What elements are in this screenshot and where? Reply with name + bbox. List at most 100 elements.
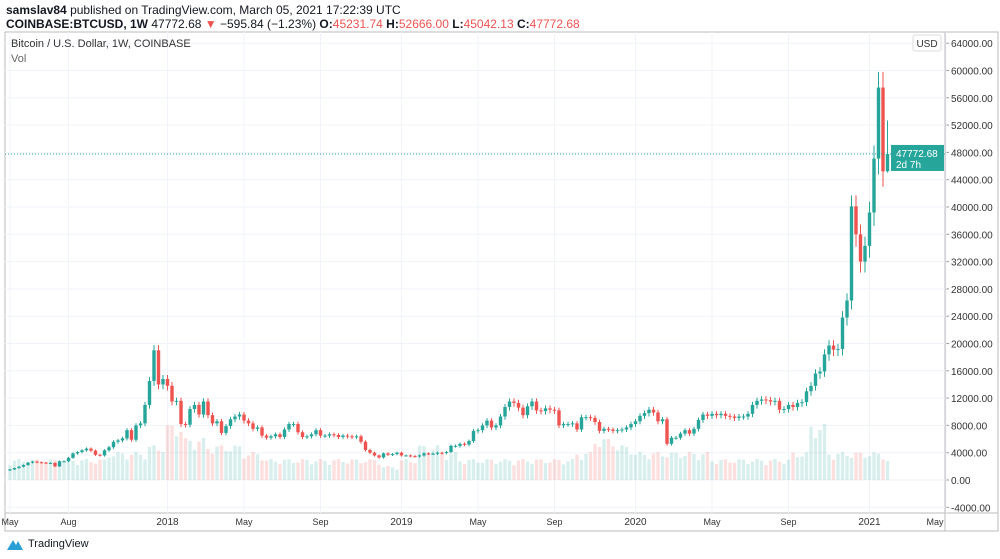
volume-bar xyxy=(377,464,381,480)
candle xyxy=(561,421,566,429)
candle-body xyxy=(75,452,80,454)
y-tick-label: 52000.00 xyxy=(951,121,993,132)
candle-body xyxy=(633,421,638,425)
candle-body xyxy=(809,385,813,392)
candle-body xyxy=(476,430,480,432)
candle xyxy=(152,345,156,386)
candle xyxy=(881,71,885,187)
candle-body xyxy=(615,430,620,432)
candle xyxy=(642,410,647,420)
candle-body xyxy=(404,455,408,457)
y-tick-label: 64000.00 xyxy=(951,39,993,50)
candle-body xyxy=(390,454,395,456)
candle xyxy=(179,397,183,427)
x-tick-label: Aug xyxy=(60,517,76,527)
volume-bar xyxy=(494,463,498,480)
candle xyxy=(71,452,75,459)
volume-bar xyxy=(368,459,372,480)
volume-bar xyxy=(489,459,494,480)
candle xyxy=(494,423,498,431)
volume-bar xyxy=(287,459,291,480)
volume-bar xyxy=(30,459,35,480)
candle-body xyxy=(831,345,836,350)
candle-body xyxy=(467,441,471,445)
volume-bar xyxy=(251,452,255,480)
candle xyxy=(521,404,525,419)
candle-body xyxy=(296,424,300,433)
candle xyxy=(741,413,746,420)
candle-body xyxy=(206,401,210,416)
candle xyxy=(53,462,57,468)
volume-bar xyxy=(170,425,174,480)
volume-bar xyxy=(318,459,323,480)
candle xyxy=(620,427,624,433)
candle xyxy=(75,450,80,455)
volume-bar xyxy=(804,452,809,480)
candle-body xyxy=(381,453,386,458)
candle xyxy=(593,415,597,425)
candle xyxy=(732,413,737,421)
candle-body xyxy=(435,452,440,454)
volume-bar xyxy=(818,430,822,480)
candle-body xyxy=(147,381,152,405)
volume-bar xyxy=(453,452,458,480)
y-tick-label: 44000.00 xyxy=(951,176,993,187)
volume-bar xyxy=(183,438,188,480)
candle xyxy=(417,454,422,458)
candle-body xyxy=(543,408,548,412)
candle-body xyxy=(161,378,165,385)
candle-body xyxy=(21,464,26,467)
volume-bar xyxy=(620,445,624,480)
volume-bar xyxy=(53,459,57,480)
volume-bar xyxy=(539,459,543,480)
volume-bar xyxy=(570,459,575,480)
volume-bar xyxy=(755,459,759,480)
volume-bar xyxy=(548,462,552,480)
candle xyxy=(143,401,147,427)
volume-bar xyxy=(35,459,39,480)
candle xyxy=(183,421,188,428)
candle xyxy=(413,455,417,458)
candle xyxy=(723,411,728,420)
volume-bar xyxy=(584,453,588,480)
candle-body xyxy=(485,420,489,426)
candle-body xyxy=(665,419,669,444)
volume-bar xyxy=(629,454,633,480)
candle xyxy=(336,433,341,440)
candle-body xyxy=(102,450,107,456)
candle xyxy=(89,447,93,453)
y-tick-label: 36000.00 xyxy=(951,230,993,241)
x-tick-label: 2020 xyxy=(624,517,647,528)
candle xyxy=(624,425,629,433)
candle-body xyxy=(431,453,435,455)
volume-bar xyxy=(462,464,467,480)
candle-body xyxy=(863,245,867,262)
candle xyxy=(858,224,863,273)
candle-body xyxy=(12,468,17,470)
volume-bar xyxy=(503,459,507,480)
candle xyxy=(674,435,678,440)
candle-body xyxy=(516,402,521,408)
volume-bar xyxy=(485,459,489,480)
volume-bar xyxy=(399,460,404,480)
candle xyxy=(809,382,813,396)
candle-body xyxy=(107,447,111,451)
candle-body xyxy=(840,317,845,349)
candle-body xyxy=(800,402,804,404)
volume-bar xyxy=(273,461,278,480)
candle-body xyxy=(8,469,12,471)
candle-body xyxy=(620,429,624,431)
candle-body xyxy=(291,424,296,426)
candle xyxy=(863,236,867,273)
candle-body xyxy=(638,415,642,422)
candle-body xyxy=(669,437,674,444)
candle-body xyxy=(593,417,597,422)
candle-body xyxy=(732,416,737,418)
volume-bar xyxy=(867,456,872,480)
volume-bar xyxy=(111,456,116,480)
candle-body xyxy=(768,400,773,402)
volume-bar xyxy=(692,453,696,480)
y-tick-label: 20000.00 xyxy=(951,340,993,351)
volume-bar xyxy=(224,450,228,480)
